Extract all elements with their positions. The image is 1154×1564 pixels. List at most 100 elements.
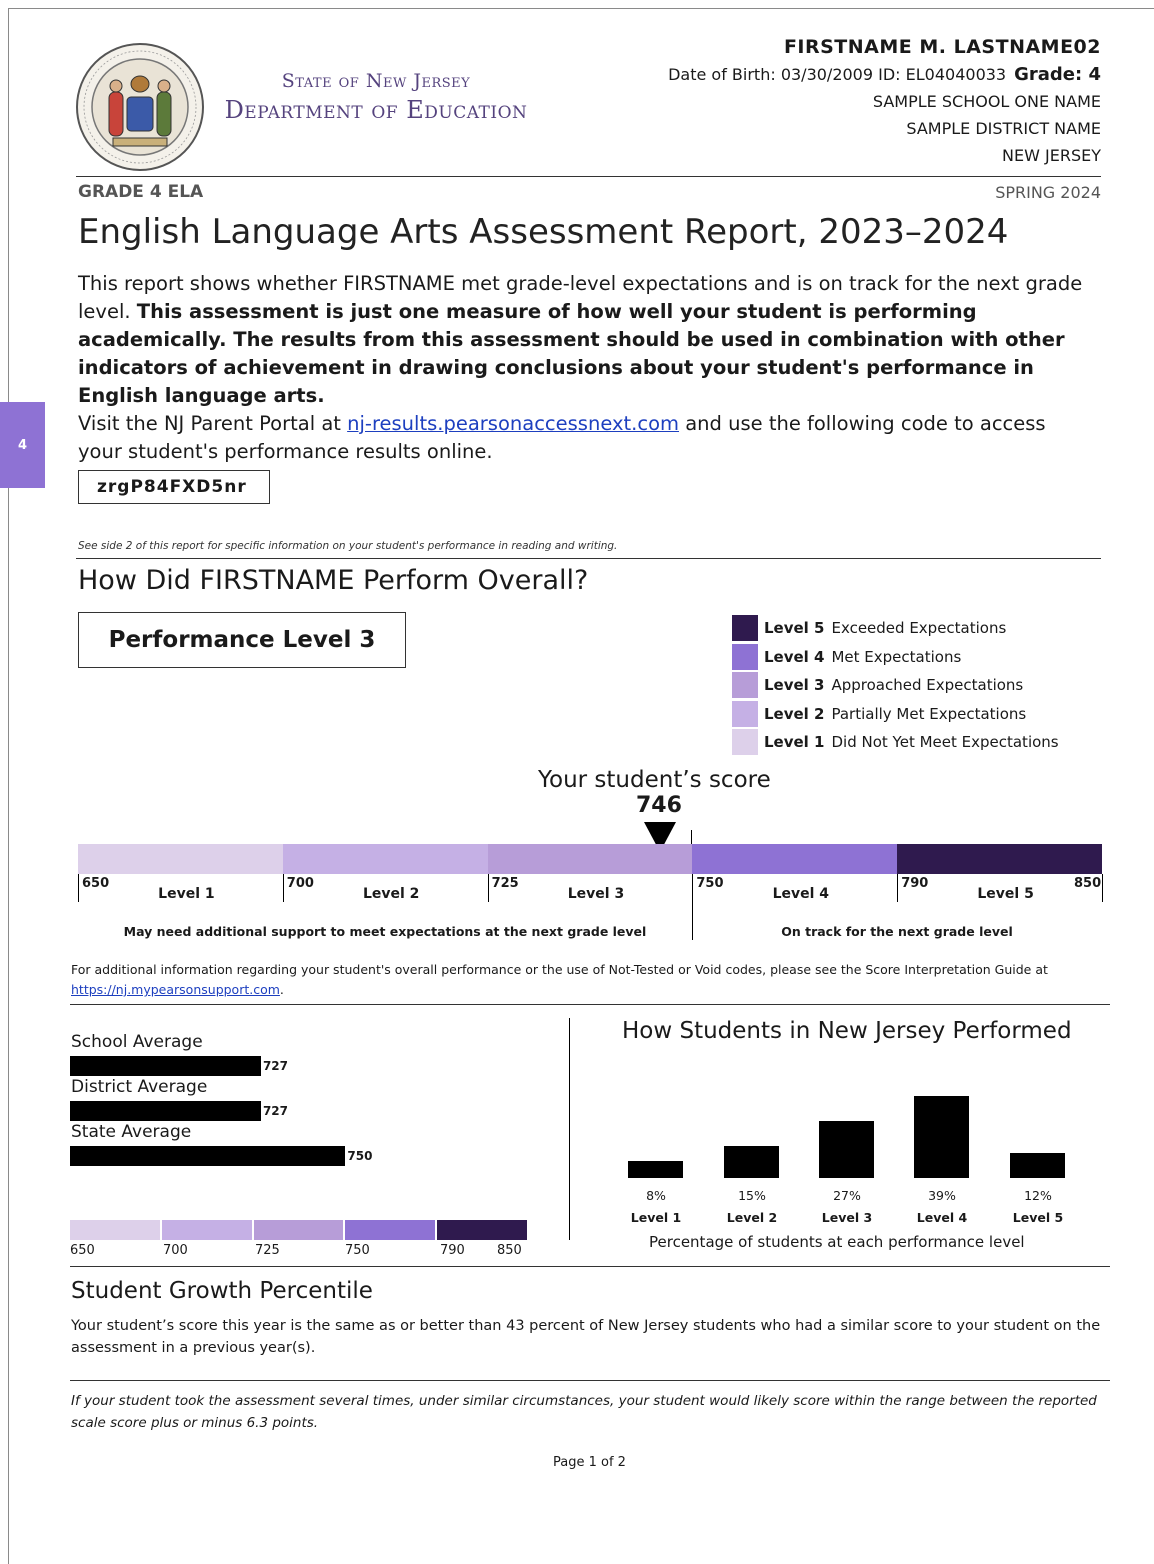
scale-segment: [897, 844, 1102, 874]
distribution-bar: [628, 1161, 683, 1178]
average-value: 727: [262, 1059, 288, 1073]
distribution-category-label: Level 2: [726, 1210, 778, 1225]
mini-scale-tick-label: 725: [255, 1243, 280, 1258]
legend-swatch: [732, 729, 758, 756]
distribution-value-label: 8%: [646, 1188, 666, 1203]
portal-before: Visit the NJ Parent Portal at: [78, 412, 348, 435]
scale-level-label: Level 5: [977, 886, 1034, 902]
average-bar: [70, 1101, 261, 1121]
legend-swatch: [732, 700, 758, 727]
legend-desc: Partially Met Expectations: [831, 704, 1027, 723]
mini-scale-tick-label: 790: [440, 1243, 465, 1258]
legend-row: Level 5 Exceeded Expectations: [732, 614, 1059, 643]
mini-scale-segment: [437, 1220, 527, 1240]
panel-divider: [569, 1018, 570, 1240]
legend-swatch: [732, 672, 758, 699]
legend-level: Level 3: [764, 676, 825, 695]
district-name: SAMPLE DISTRICT NAME: [906, 119, 1101, 138]
distribution-category-label: Level 3: [821, 1210, 873, 1225]
legend-level: Level 2: [764, 704, 825, 723]
scale-tick-label: 700: [286, 876, 314, 891]
mini-scale-tick-label: 700: [163, 1243, 188, 1258]
scale-tick-label: 850: [1074, 876, 1102, 891]
mini-scale-tick-label: 850: [497, 1243, 522, 1258]
scale-level-label: Level 2: [362, 886, 420, 902]
student-info: FIRSTNAME M. LASTNAME02 Date of Birth: 0…: [668, 34, 1101, 169]
scale-tick: [692, 874, 694, 940]
section-divider: [70, 1266, 1110, 1267]
additional-info: For additional information regarding you…: [71, 960, 1111, 1000]
student-score: 746: [636, 793, 682, 818]
mini-scale-segment: [253, 1220, 344, 1240]
page-border: [8, 8, 1154, 1564]
level-legend: Level 5 Exceeded Expectations Level 4 Met E…: [732, 614, 1059, 757]
scale-tick-label: 725: [491, 876, 519, 891]
distribution-value-label: 39%: [928, 1188, 956, 1203]
legend-row: Level 1 Did Not Yet Meet Expectations: [732, 728, 1059, 757]
distribution-value-label: 15%: [738, 1188, 766, 1203]
scale-tick: [487, 874, 489, 902]
legend-desc: Approached Expectations: [831, 676, 1024, 695]
scale-tick: [78, 874, 79, 902]
season: SPRING 2024: [995, 183, 1101, 202]
student-name: FIRSTNAME M. LASTNAME02: [783, 36, 1101, 58]
scale-tick-label: 650: [82, 876, 110, 891]
mini-scale-segment: [345, 1220, 436, 1240]
section-divider: [70, 1004, 1110, 1005]
header-divider: [76, 176, 1101, 177]
legend-desc: Exceeded Expectations: [831, 619, 1007, 638]
legend-level: Level 1: [764, 733, 825, 752]
agency-state: State of New Jersey: [281, 70, 471, 92]
distribution-category-label: Level 5: [1012, 1210, 1064, 1225]
state-name: NEW JERSEY: [1002, 146, 1101, 165]
page-number: Page 1 of 2: [553, 1455, 626, 1470]
nj-chart-xlabel: Percentage of students at each performan…: [649, 1233, 1025, 1251]
portal-link[interactable]: nj-results.pearsonaccessnext.com: [347, 412, 680, 435]
nj-chart-title: How Students in New Jersey Performed: [622, 1018, 1072, 1044]
distribution-category-label: Level 4: [916, 1210, 968, 1225]
mini-scale-tick-label: 650: [70, 1243, 95, 1258]
score-scale-bar: [78, 844, 1102, 874]
grade-side-tab: 4: [0, 402, 45, 488]
performance-level-box: Performance Level 3: [78, 612, 406, 668]
legend-level: Level 4: [764, 647, 825, 666]
access-code: zrgP84FXD5nr: [78, 470, 270, 504]
overall-title: How Did FIRSTNAME Perform Overall?: [78, 565, 589, 596]
school-name: SAMPLE SCHOOL ONE NAME: [872, 92, 1101, 111]
scale-segment: [487, 844, 693, 874]
scale-level-label: Level 1: [158, 886, 215, 902]
additional-info-end: .: [279, 982, 284, 997]
distribution-category-label: Level 1: [630, 1210, 682, 1225]
intro-paragraph: This report shows whether FIRSTNAME met …: [78, 270, 1108, 410]
distribution-bar: [1010, 1152, 1065, 1178]
student-grade: Grade: 4: [1014, 64, 1101, 85]
on-track-note: On track for the next grade level: [781, 924, 1013, 939]
state-seal-icon: [76, 43, 204, 171]
scale-segment: [282, 844, 488, 874]
average-value: 750: [347, 1149, 373, 1163]
legend-level: Level 5: [764, 619, 825, 638]
side2-note: See side 2 of this report for specific i…: [78, 540, 618, 552]
mini-scale-bar: [70, 1220, 529, 1240]
student-dob-id: Date of Birth: 03/30/2009 ID: EL04040033: [668, 65, 1007, 84]
average-value: 727: [262, 1104, 288, 1118]
mini-scale-segment: [161, 1220, 252, 1240]
score-marker-tick: [691, 830, 692, 844]
portal-after: and use the following code to access you…: [78, 412, 1046, 463]
additional-info-text: For additional information regarding you…: [71, 962, 1048, 977]
below-track-note: May need additional support to meet expe…: [123, 924, 647, 939]
scale-tick-label: 750: [696, 876, 724, 891]
scale-tick: [1102, 874, 1103, 902]
portal-paragraph: Visit the NJ Parent Portal at nj-results…: [78, 410, 1088, 466]
scale-segment: [692, 844, 898, 874]
sgp-title: Student Growth Percentile: [71, 1278, 373, 1304]
intro-plain: This report shows whether FIRSTNAME met …: [78, 272, 1083, 323]
scale-tick-label: 790: [901, 876, 929, 891]
legend-row: Level 3 Approached Expectations: [732, 671, 1059, 700]
legend-row: Level 2 Partially Met Expectations: [732, 700, 1059, 729]
support-link[interactable]: https://nj.mypearsonsupport.com: [71, 982, 280, 997]
average-bar: [70, 1056, 261, 1076]
legend-desc: Did Not Yet Meet Expectations: [831, 733, 1059, 752]
side-tab-label: 4: [17, 437, 28, 453]
scale-segment: [78, 844, 283, 874]
